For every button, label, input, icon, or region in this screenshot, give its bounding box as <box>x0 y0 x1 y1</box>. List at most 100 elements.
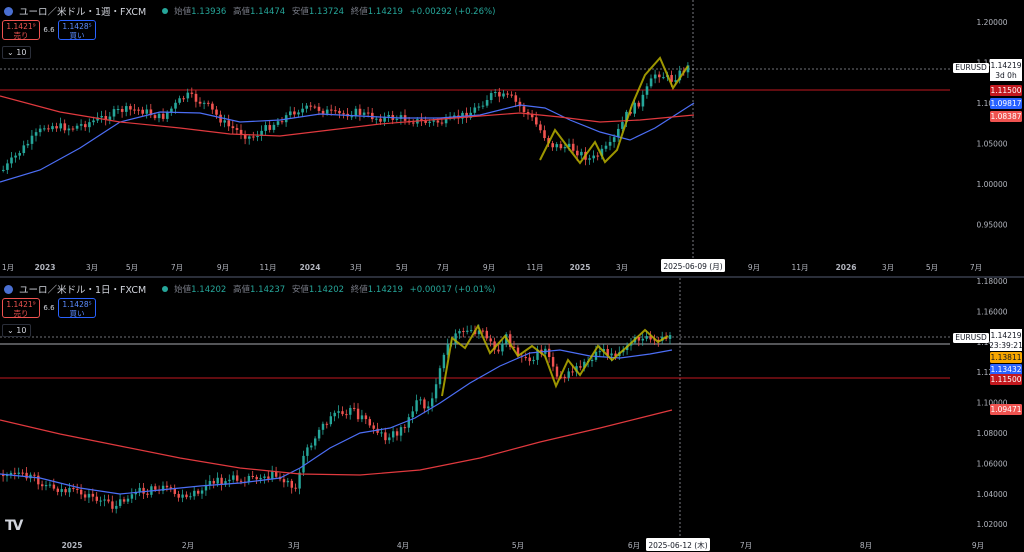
buy-button[interactable]: 1.1428⁵ 買い <box>58 298 96 318</box>
candle-body <box>263 476 266 478</box>
volume-toggle[interactable]: ⌄ 10 <box>2 46 32 59</box>
candle-body <box>617 128 620 138</box>
candle-body <box>489 338 492 342</box>
candle-body <box>602 348 605 352</box>
candle-body <box>72 487 75 489</box>
candle-body <box>576 150 579 156</box>
candle-body <box>440 122 444 124</box>
candle-body <box>653 74 657 79</box>
candle-body <box>518 101 522 107</box>
candle-body <box>395 118 399 120</box>
candle-body <box>55 126 58 129</box>
symbol-title[interactable]: ユーロ／米ドル・1日・FXCM <box>19 285 147 296</box>
candle-body <box>71 128 75 130</box>
svg-text:1.14219: 1.14219 <box>990 61 1021 70</box>
svg-text:1.09471: 1.09471 <box>990 405 1021 414</box>
candle-body <box>41 484 44 487</box>
trade-buttons: 1.1421⁹ 売り 6.6 1.1428⁵ 買い <box>2 298 96 318</box>
x-axis-tick: 9月 <box>483 263 495 272</box>
symbol-title[interactable]: ユーロ／米ドル・1週・FXCM <box>19 7 147 18</box>
candle-body <box>282 479 286 483</box>
y-axis-tick: 1.00000 <box>976 180 1007 189</box>
candle-body <box>317 106 321 111</box>
candle-body <box>276 121 280 125</box>
candle-body <box>272 124 276 130</box>
svg-text:23:39:21: 23:39:21 <box>989 341 1023 350</box>
candle-body <box>600 148 604 156</box>
candle-body <box>200 490 204 494</box>
crosshair-date-label: 2025-06-09 (月) <box>661 259 725 272</box>
candle-body <box>510 94 513 96</box>
volume-toggle[interactable]: ⌄ 10 <box>2 324 32 337</box>
candle-body <box>10 157 13 164</box>
y-axis-tick: 0.95000 <box>976 221 1007 230</box>
weekly-chart-canvas[interactable]: 1.200001.150001.100001.050001.000000.950… <box>0 0 1024 276</box>
candle-body <box>60 489 63 492</box>
x-axis-tick: 7月 <box>171 263 183 272</box>
candle-body <box>470 330 473 332</box>
candle-body <box>25 472 28 479</box>
candle-body <box>174 102 177 109</box>
svg-text:1.14219: 1.14219 <box>990 331 1021 340</box>
candle-body <box>216 477 219 484</box>
candle-body <box>79 124 83 126</box>
candle-body <box>551 357 555 367</box>
x-axis-tick: 3月 <box>350 263 362 272</box>
candle-body <box>415 400 418 412</box>
x-axis-tick: 3月 <box>288 541 300 550</box>
candle-body <box>446 344 449 355</box>
candle-body <box>498 92 501 97</box>
candle-body <box>477 106 481 108</box>
candle-body <box>438 368 442 385</box>
candle-body <box>259 477 262 480</box>
candle-body <box>208 480 212 485</box>
ma-blue-price-tag: 1.13432 <box>990 364 1022 375</box>
svg-text:1.13432: 1.13432 <box>990 365 1021 374</box>
candle-body <box>516 347 520 356</box>
candle-body <box>477 330 481 335</box>
candle-body <box>68 487 71 493</box>
candle-body <box>489 93 493 101</box>
candle-body <box>321 423 325 430</box>
candle-body <box>264 125 267 131</box>
candle-body <box>275 471 278 477</box>
candle-body <box>297 112 300 115</box>
candle-body <box>329 416 332 425</box>
candle-body <box>138 487 141 493</box>
daily-chart-canvas[interactable]: 1.180001.160001.140001.120001.100001.080… <box>0 278 1024 552</box>
candle-body <box>202 102 206 104</box>
candle-body <box>612 137 616 142</box>
buy-button[interactable]: 1.1428⁵ 買い <box>58 20 96 40</box>
candle-body <box>247 475 251 482</box>
candle-body <box>539 124 542 131</box>
candle-body <box>177 493 180 498</box>
candle-body <box>345 414 348 416</box>
level-price-tag: 1.11500 <box>990 85 1022 96</box>
candle-body <box>349 407 352 415</box>
tradingview-logo[interactable]: TV <box>5 518 23 534</box>
candle-body <box>256 135 259 138</box>
pane-divider[interactable] <box>0 276 1024 278</box>
sell-button[interactable]: 1.1421⁹ 売り <box>2 20 40 40</box>
candle-body <box>154 486 157 490</box>
candle-body <box>465 112 468 118</box>
svg-text:2025-06-12 (木): 2025-06-12 (木) <box>648 540 707 550</box>
sell-button[interactable]: 1.1421⁹ 売り <box>2 298 40 318</box>
candle-body <box>606 348 609 356</box>
candle-body <box>360 415 364 420</box>
candle-body <box>293 111 296 115</box>
candle-body <box>219 114 222 123</box>
x-axis-tick: 5月 <box>512 541 524 550</box>
daily-chart-pane[interactable]: 1.180001.160001.140001.120001.100001.080… <box>0 278 1024 552</box>
candle-body <box>76 488 79 490</box>
weekly-chart-pane[interactable]: 1.200001.150001.100001.050001.000000.950… <box>0 0 1024 276</box>
candle-body <box>14 155 17 158</box>
candle-body <box>629 111 632 114</box>
svg-text:1.11500: 1.11500 <box>990 86 1021 95</box>
candle-body <box>555 366 559 377</box>
candle-body <box>243 134 247 139</box>
candle-body <box>424 120 427 123</box>
candle-body <box>380 432 383 434</box>
candle-body <box>317 429 321 439</box>
